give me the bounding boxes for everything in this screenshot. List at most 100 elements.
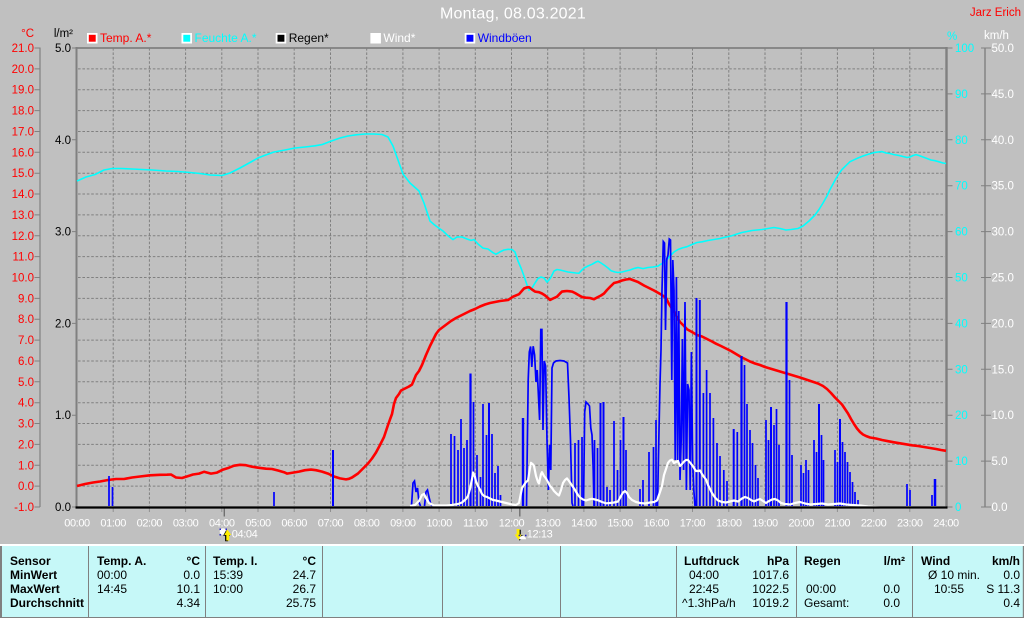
svg-text:1017.6: 1017.6 (752, 568, 789, 582)
svg-text:12.0: 12.0 (12, 231, 34, 243)
svg-text:3.0: 3.0 (55, 227, 71, 239)
svg-text:0.0: 0.0 (183, 568, 200, 582)
svg-text:2.0: 2.0 (55, 318, 71, 330)
svg-text:07:00: 07:00 (318, 518, 344, 530)
svg-text:0.0: 0.0 (992, 502, 1008, 514)
svg-text:10:55: 10:55 (934, 582, 964, 596)
svg-text:22:45: 22:45 (689, 582, 719, 596)
svg-text:00:00: 00:00 (64, 518, 90, 530)
svg-text:08:00: 08:00 (354, 518, 380, 530)
svg-text:4.34: 4.34 (177, 596, 201, 610)
svg-text:40: 40 (955, 318, 968, 330)
svg-text:Regen*: Regen* (289, 31, 329, 45)
svg-text:0.0: 0.0 (1003, 568, 1020, 582)
svg-text:01:00: 01:00 (100, 518, 126, 530)
svg-text:10.0: 10.0 (12, 273, 34, 285)
svg-text:1019.2: 1019.2 (752, 596, 789, 610)
svg-text:03:00: 03:00 (173, 518, 199, 530)
svg-text:40.0: 40.0 (992, 135, 1014, 147)
svg-text:0.4: 0.4 (1003, 596, 1020, 610)
svg-text:6.0: 6.0 (18, 356, 34, 368)
svg-text:4.0: 4.0 (18, 398, 34, 410)
svg-text:9.0: 9.0 (18, 293, 34, 305)
svg-text:l/m²: l/m² (884, 554, 905, 568)
svg-text:Windböen: Windböen (478, 31, 532, 45)
svg-text:19.0: 19.0 (12, 85, 34, 97)
svg-text:Temp. A.: Temp. A. (97, 554, 146, 568)
svg-text:Montag, 08.03.2021: Montag, 08.03.2021 (440, 6, 586, 23)
svg-text:23:00: 23:00 (897, 518, 923, 530)
svg-text:2.0: 2.0 (18, 439, 34, 451)
svg-text:3.0: 3.0 (18, 419, 34, 431)
svg-text:15.0: 15.0 (992, 364, 1014, 376)
svg-text:Sensor: Sensor (10, 554, 51, 568)
svg-text:14:45: 14:45 (97, 582, 127, 596)
svg-text:1022.5: 1022.5 (752, 582, 789, 596)
svg-text:11:00: 11:00 (463, 518, 488, 530)
svg-text:05:00: 05:00 (245, 518, 271, 530)
svg-text:14.0: 14.0 (12, 189, 34, 201)
svg-text:16:00: 16:00 (644, 518, 670, 530)
svg-text:10:00: 10:00 (426, 518, 452, 530)
svg-text:^1.3hPa/h: ^1.3hPa/h (682, 596, 736, 610)
svg-text:Wind*: Wind* (383, 31, 415, 45)
svg-text:Durchschnitt: Durchschnitt (10, 596, 84, 610)
svg-text:15:00: 15:00 (607, 518, 633, 530)
svg-text:17:00: 17:00 (680, 518, 706, 530)
svg-text:02:00: 02:00 (137, 518, 163, 530)
svg-text:8.0: 8.0 (18, 314, 34, 326)
svg-text:04:04: 04:04 (232, 529, 258, 541)
svg-text:19:00: 19:00 (752, 518, 778, 530)
svg-text:15.0: 15.0 (12, 168, 34, 180)
svg-text:0.0: 0.0 (18, 481, 34, 493)
svg-text:30: 30 (955, 364, 968, 376)
svg-text:90: 90 (955, 89, 968, 101)
svg-text:06:00: 06:00 (281, 518, 307, 530)
svg-text:1.0: 1.0 (18, 460, 34, 472)
svg-text:11.0: 11.0 (12, 252, 34, 264)
svg-text:0.0: 0.0 (883, 582, 900, 596)
svg-text:13:00: 13:00 (535, 518, 561, 530)
svg-text:10.1: 10.1 (177, 582, 201, 596)
svg-text:00:00: 00:00 (806, 582, 836, 596)
svg-text:10: 10 (955, 456, 968, 468)
svg-text:°C: °C (187, 554, 201, 568)
svg-text:00:00: 00:00 (97, 568, 127, 582)
svg-text:04:00: 04:00 (689, 568, 719, 582)
svg-text:20: 20 (955, 410, 968, 422)
svg-text:24:00: 24:00 (933, 518, 959, 530)
svg-text:5.0: 5.0 (18, 377, 34, 389)
svg-text:21:00: 21:00 (825, 518, 851, 530)
svg-text:21.0: 21.0 (12, 43, 34, 55)
svg-text:70: 70 (955, 181, 968, 193)
svg-text:60: 60 (955, 227, 968, 239)
svg-text:0: 0 (955, 502, 961, 514)
svg-text:7.0: 7.0 (18, 335, 34, 347)
svg-text:18:00: 18:00 (716, 518, 742, 530)
svg-text:20.0: 20.0 (992, 318, 1014, 330)
svg-text:Feuchte A.*: Feuchte A.* (195, 31, 257, 45)
svg-text:10:00: 10:00 (213, 582, 243, 596)
svg-text:1.0: 1.0 (55, 410, 71, 422)
svg-text:16.0: 16.0 (12, 147, 34, 159)
svg-text:4.0: 4.0 (55, 135, 71, 147)
svg-text:Ø 10 min.: Ø 10 min. (928, 568, 980, 582)
svg-text:Temp. I.: Temp. I. (213, 554, 257, 568)
svg-text:14:00: 14:00 (571, 518, 597, 530)
svg-text:Wind: Wind (921, 554, 950, 568)
svg-text:20.0: 20.0 (12, 64, 34, 76)
svg-text:Jarz Erich: Jarz Erich (970, 7, 1021, 19)
svg-text:MaxWert: MaxWert (10, 582, 60, 596)
svg-text:15:39: 15:39 (213, 568, 243, 582)
svg-text:5.0: 5.0 (55, 43, 71, 55)
svg-text:12:13: 12:13 (527, 529, 553, 541)
svg-text:MinWert: MinWert (10, 568, 57, 582)
svg-text:km/h: km/h (992, 554, 1020, 568)
svg-text:18.0: 18.0 (12, 106, 34, 118)
svg-text:09:00: 09:00 (390, 518, 416, 530)
svg-text:Gesamt:: Gesamt: (804, 596, 849, 610)
svg-text:°C: °C (21, 28, 34, 40)
svg-text:04:00: 04:00 (209, 518, 235, 530)
svg-text:5.0: 5.0 (992, 456, 1008, 468)
svg-text:20:00: 20:00 (788, 518, 814, 530)
